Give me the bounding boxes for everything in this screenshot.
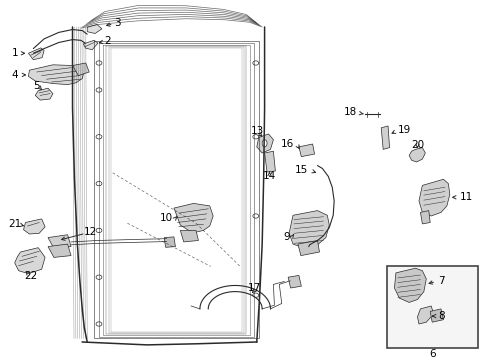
Polygon shape — [24, 219, 45, 234]
Polygon shape — [48, 244, 71, 257]
Polygon shape — [288, 275, 301, 288]
Text: 21: 21 — [8, 219, 22, 229]
Polygon shape — [87, 24, 102, 33]
Text: 14: 14 — [263, 171, 276, 181]
Polygon shape — [265, 151, 275, 172]
Polygon shape — [28, 48, 44, 60]
Polygon shape — [394, 268, 426, 302]
Polygon shape — [289, 211, 329, 248]
Polygon shape — [174, 203, 213, 232]
Text: 12: 12 — [84, 227, 98, 237]
Text: 20: 20 — [411, 140, 424, 150]
Text: 19: 19 — [398, 125, 411, 135]
Text: 2: 2 — [104, 36, 111, 46]
Polygon shape — [299, 144, 315, 157]
Text: 4: 4 — [11, 70, 18, 80]
Polygon shape — [257, 134, 273, 153]
Text: 10: 10 — [159, 213, 172, 223]
Text: 8: 8 — [439, 311, 445, 321]
Polygon shape — [417, 306, 434, 324]
Text: 16: 16 — [281, 139, 294, 149]
Text: 7: 7 — [439, 276, 445, 286]
Polygon shape — [419, 179, 450, 216]
Polygon shape — [83, 40, 98, 50]
Polygon shape — [35, 88, 53, 100]
Text: 9: 9 — [283, 232, 290, 242]
Polygon shape — [164, 237, 175, 247]
Polygon shape — [48, 235, 71, 248]
Text: 6: 6 — [429, 348, 436, 359]
Polygon shape — [73, 63, 89, 76]
Ellipse shape — [262, 140, 267, 147]
Polygon shape — [180, 230, 198, 242]
Text: 22: 22 — [24, 271, 37, 282]
Text: 11: 11 — [460, 192, 473, 202]
Text: 15: 15 — [294, 165, 308, 175]
Text: 18: 18 — [343, 107, 357, 117]
Text: 17: 17 — [248, 283, 262, 293]
Polygon shape — [298, 240, 319, 256]
Polygon shape — [28, 65, 84, 85]
Text: 1: 1 — [11, 48, 18, 58]
Polygon shape — [420, 211, 430, 224]
FancyBboxPatch shape — [387, 266, 478, 348]
Text: 13: 13 — [250, 126, 264, 136]
Polygon shape — [381, 126, 390, 149]
Text: 3: 3 — [114, 18, 121, 28]
Text: 5: 5 — [33, 81, 40, 91]
Polygon shape — [15, 248, 45, 274]
Polygon shape — [409, 148, 425, 162]
Polygon shape — [430, 309, 443, 322]
